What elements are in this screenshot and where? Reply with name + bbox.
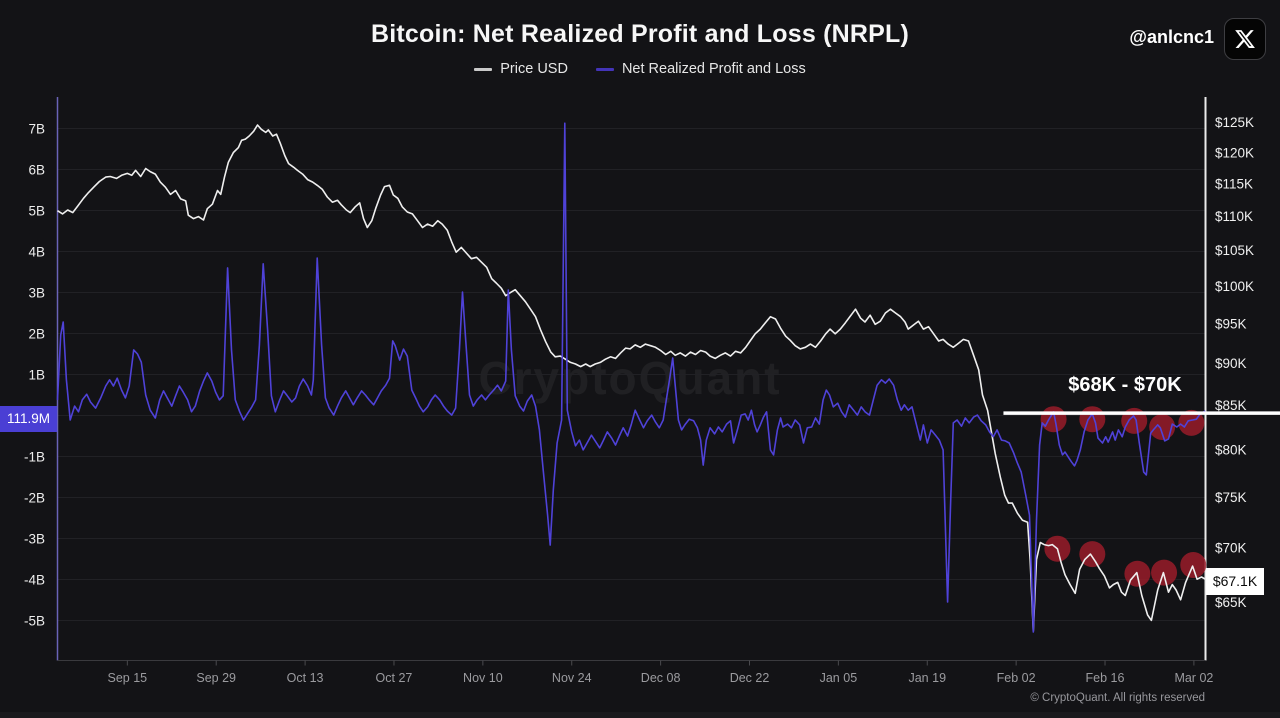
cryptoquant-watermark: CryptoQuant	[478, 352, 782, 404]
right-axis-tick-label: $105K	[1215, 243, 1254, 258]
price-legend-dash-icon	[474, 67, 493, 71]
nrpl-current-value-badge: 111.9M	[0, 406, 57, 432]
right-axis-tick-label: $65K	[1215, 595, 1247, 610]
bottom-edge-bar	[0, 712, 1280, 718]
left-axis-tick-label: 5B	[28, 204, 45, 219]
right-axis-tick-label: $90K	[1215, 356, 1247, 371]
right-axis-tick-label: $125K	[1215, 115, 1254, 130]
x-logo-button[interactable]	[1224, 18, 1266, 60]
x-axis-tick-label: Dec 08	[641, 671, 681, 685]
left-axis-tick-label: 7B	[28, 122, 45, 137]
price-line	[57, 124, 1206, 633]
right-axis-tick-label: $70K	[1215, 541, 1247, 556]
page-title: Bitcoin: Net Realized Profit and Loss (N…	[371, 20, 909, 48]
x-axis-tick-label: Sep 29	[196, 671, 236, 685]
author-handle: @anlcnc1	[1129, 27, 1214, 47]
x-axis-tick-label: Jan 19	[908, 671, 946, 685]
left-axis-tick-label: -1B	[24, 450, 45, 465]
x-axis-tick-label: Mar 02	[1174, 671, 1213, 685]
right-axis-tick-label: $120K	[1215, 146, 1254, 161]
legend-label-nrpl: Net Realized Profit and Loss	[621, 61, 806, 77]
nrpl-line	[56, 122, 1206, 633]
legend-label-price: Price USD	[500, 61, 568, 77]
x-logo-icon	[1235, 30, 1255, 48]
left-axis-tick-label: -3B	[24, 532, 45, 547]
nrpl-peak-marker-circle	[1079, 406, 1106, 433]
x-axis-tick-label: Nov 10	[463, 671, 503, 685]
x-axis-tick-label: Sep 15	[108, 671, 148, 685]
x-axis-tick-label: Feb 02	[997, 671, 1036, 685]
price-top-marker-circle	[1079, 541, 1106, 568]
x-axis-tick-label: Feb 16	[1086, 671, 1125, 685]
x-axis-tick-label: Jan 05	[820, 671, 858, 685]
x-axis-tick-label: Nov 24	[552, 671, 592, 685]
price-current-value-badge: $67.1K	[1206, 568, 1264, 595]
nrpl-peak-marker-circle	[1149, 413, 1176, 440]
left-axis-tick-label: 4B	[28, 245, 45, 260]
legend-item-price[interactable]: Price USD	[474, 61, 568, 77]
price-top-marker-circle	[1180, 552, 1207, 579]
x-axis-tick-label: Oct 27	[376, 671, 413, 685]
right-axis-tick-label: $75K	[1215, 490, 1247, 505]
right-axis-tick-label: $115K	[1215, 176, 1253, 191]
right-axis-tick-label: $95K	[1215, 317, 1247, 332]
left-axis-tick-label: 1B	[28, 368, 45, 383]
left-axis-tick-label: -4B	[24, 573, 45, 588]
right-axis-tick-label: $100K	[1215, 279, 1254, 294]
left-axis-tick-label: -5B	[24, 614, 45, 629]
right-axis-tick-label: $110K	[1215, 209, 1253, 224]
x-axis-tick-label: Oct 13	[287, 671, 324, 685]
nrpl-legend-dash-icon	[595, 67, 614, 71]
left-axis-tick-label: 2B	[28, 327, 45, 342]
left-axis-tick-label: 6B	[28, 163, 45, 178]
left-axis-tick-label: -2B	[24, 491, 45, 506]
left-axis-tick-label: 3B	[28, 286, 45, 301]
nrpl-peak-marker-circle	[1040, 406, 1067, 433]
right-axis-tick-label: $80K	[1215, 443, 1247, 458]
price-zone-annotation: $68K - $70K	[1068, 374, 1182, 396]
copyright-text: © CryptoQuant. All rights reserved	[1030, 692, 1205, 704]
right-axis-tick-label: $85K	[1215, 398, 1247, 413]
legend: Price USD Net Realized Profit and Loss	[0, 61, 1280, 77]
x-axis-tick-label: Dec 22	[730, 671, 770, 685]
legend-item-nrpl[interactable]: Net Realized Profit and Loss	[595, 61, 806, 77]
